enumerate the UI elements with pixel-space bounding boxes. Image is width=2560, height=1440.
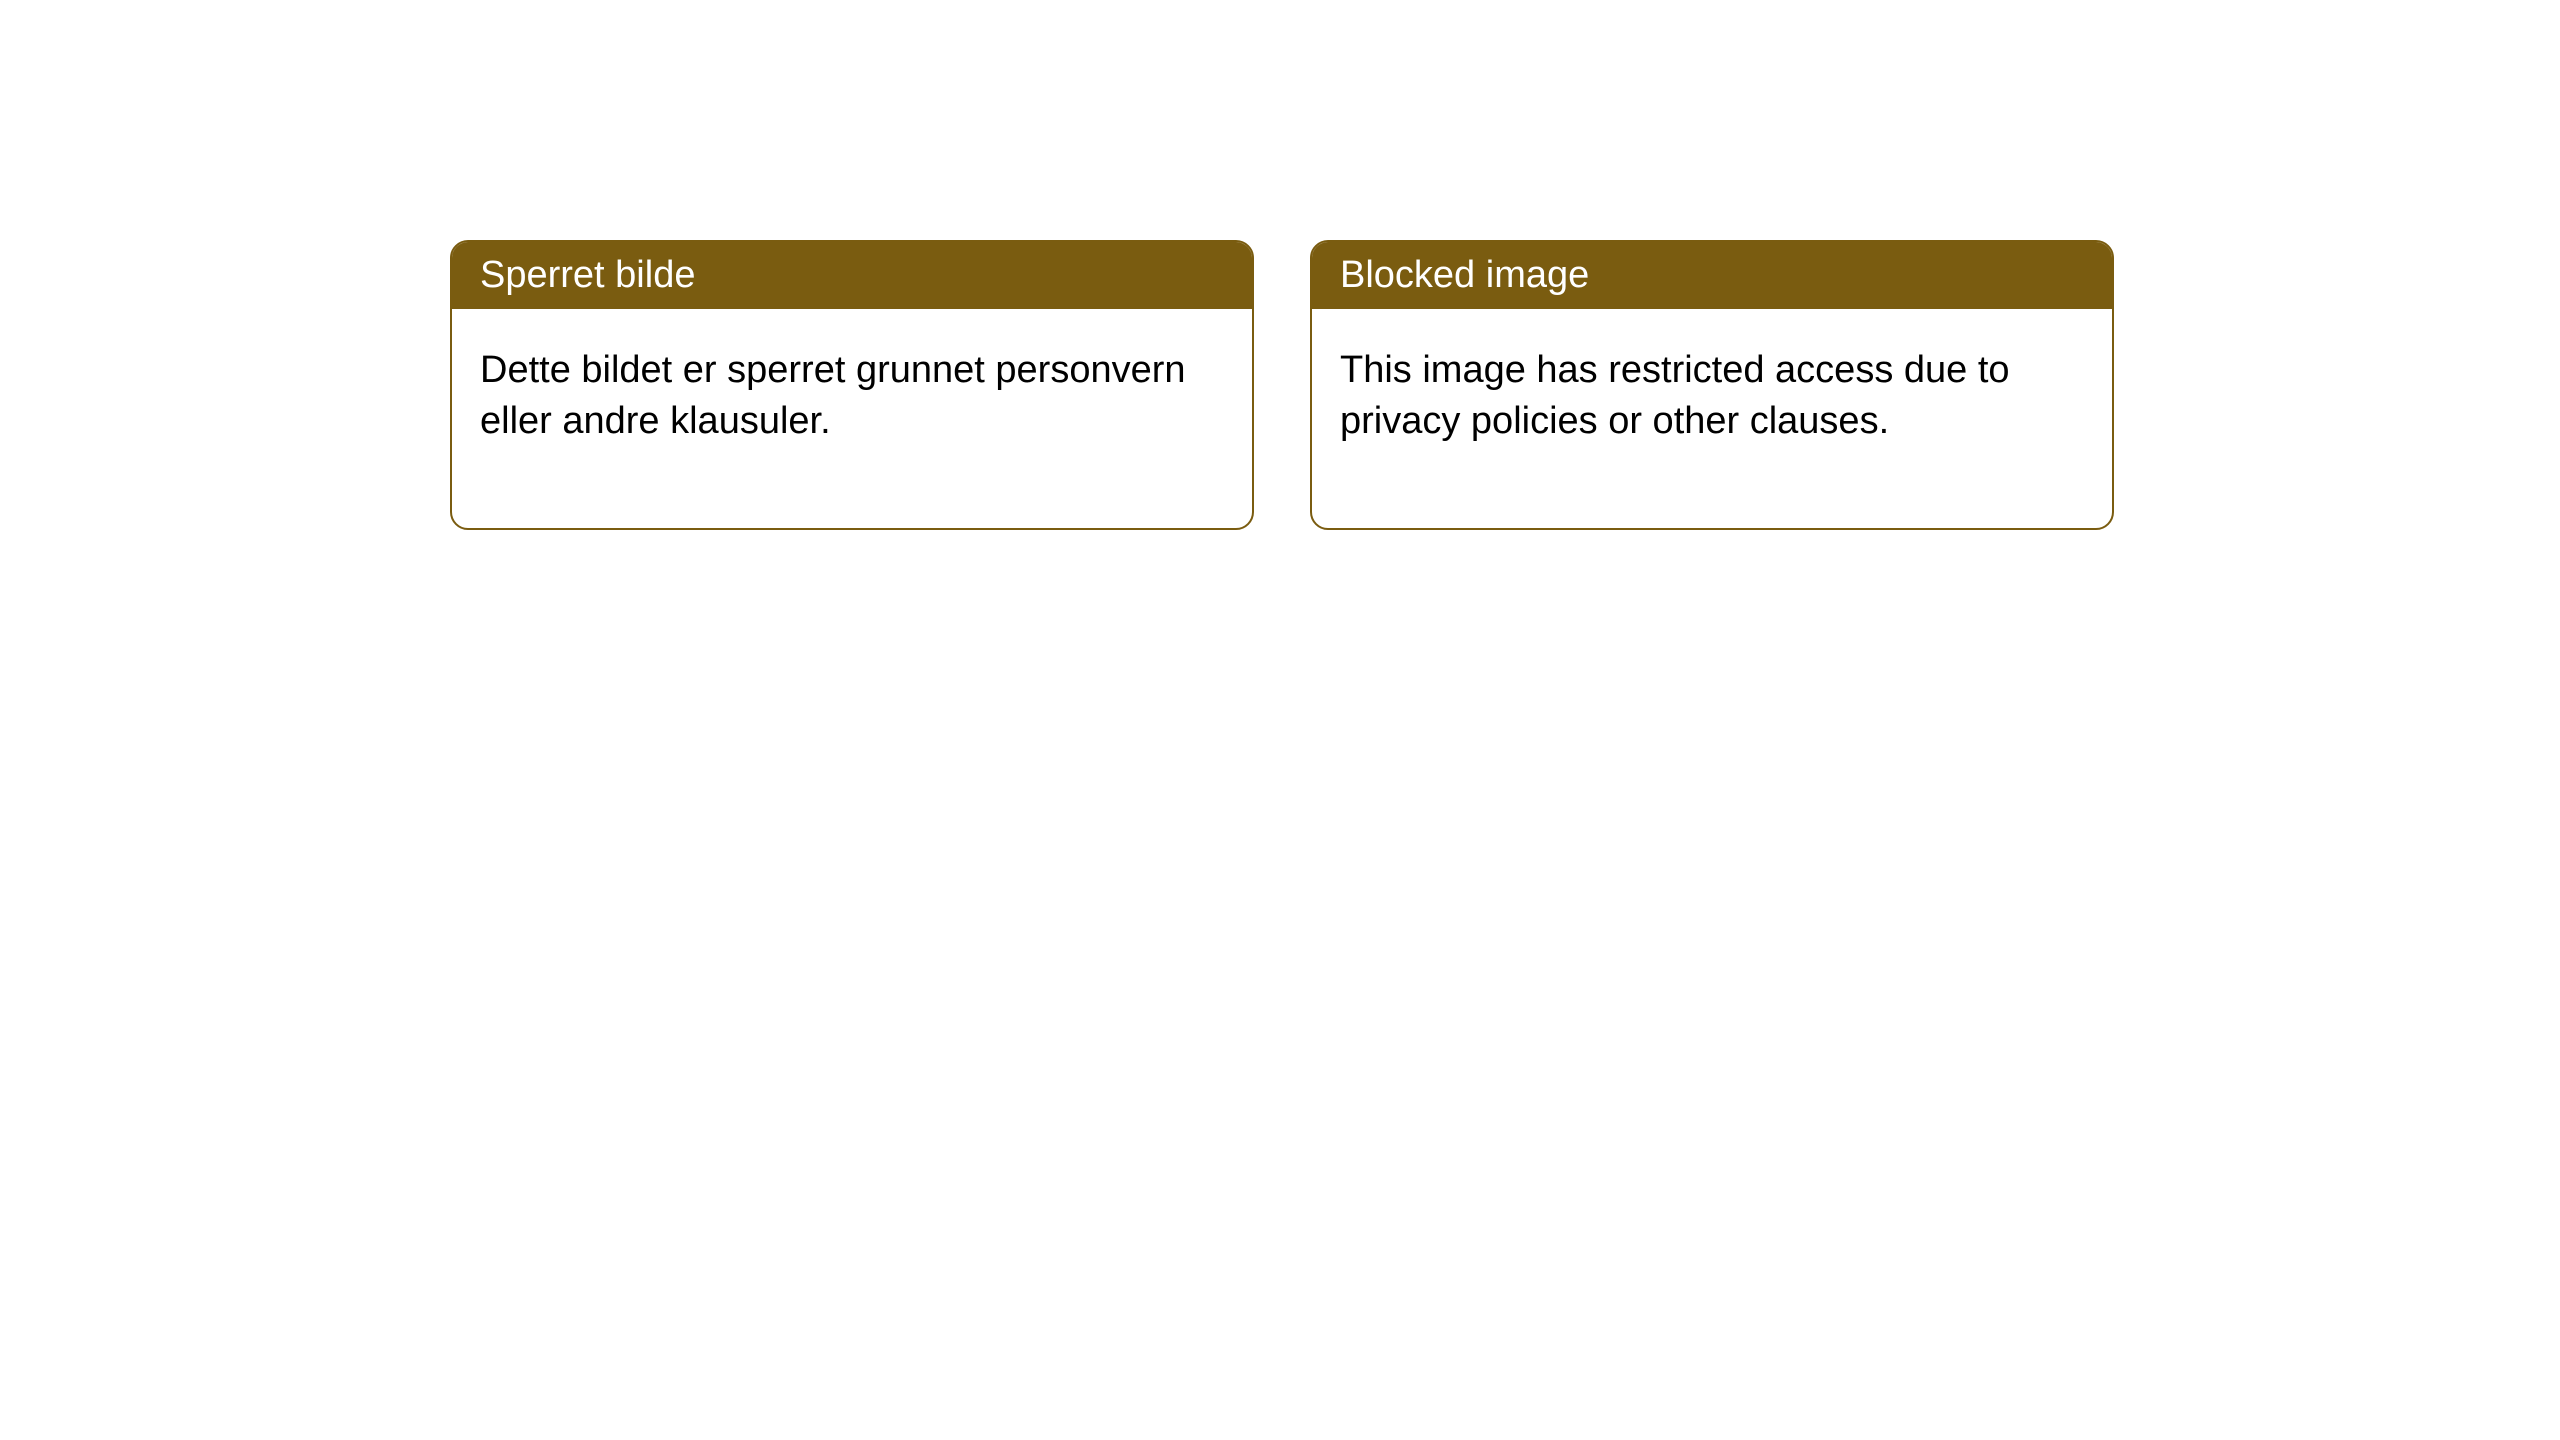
notice-card-en: Blocked image This image has restricted … (1310, 240, 2114, 530)
notice-body-en: This image has restricted access due to … (1312, 309, 2112, 528)
notice-title-no: Sperret bilde (452, 242, 1252, 309)
notice-title-en: Blocked image (1312, 242, 2112, 309)
notice-card-no: Sperret bilde Dette bildet er sperret gr… (450, 240, 1254, 530)
notice-body-no: Dette bildet er sperret grunnet personve… (452, 309, 1252, 528)
notice-cards-container: Sperret bilde Dette bildet er sperret gr… (450, 240, 2114, 530)
